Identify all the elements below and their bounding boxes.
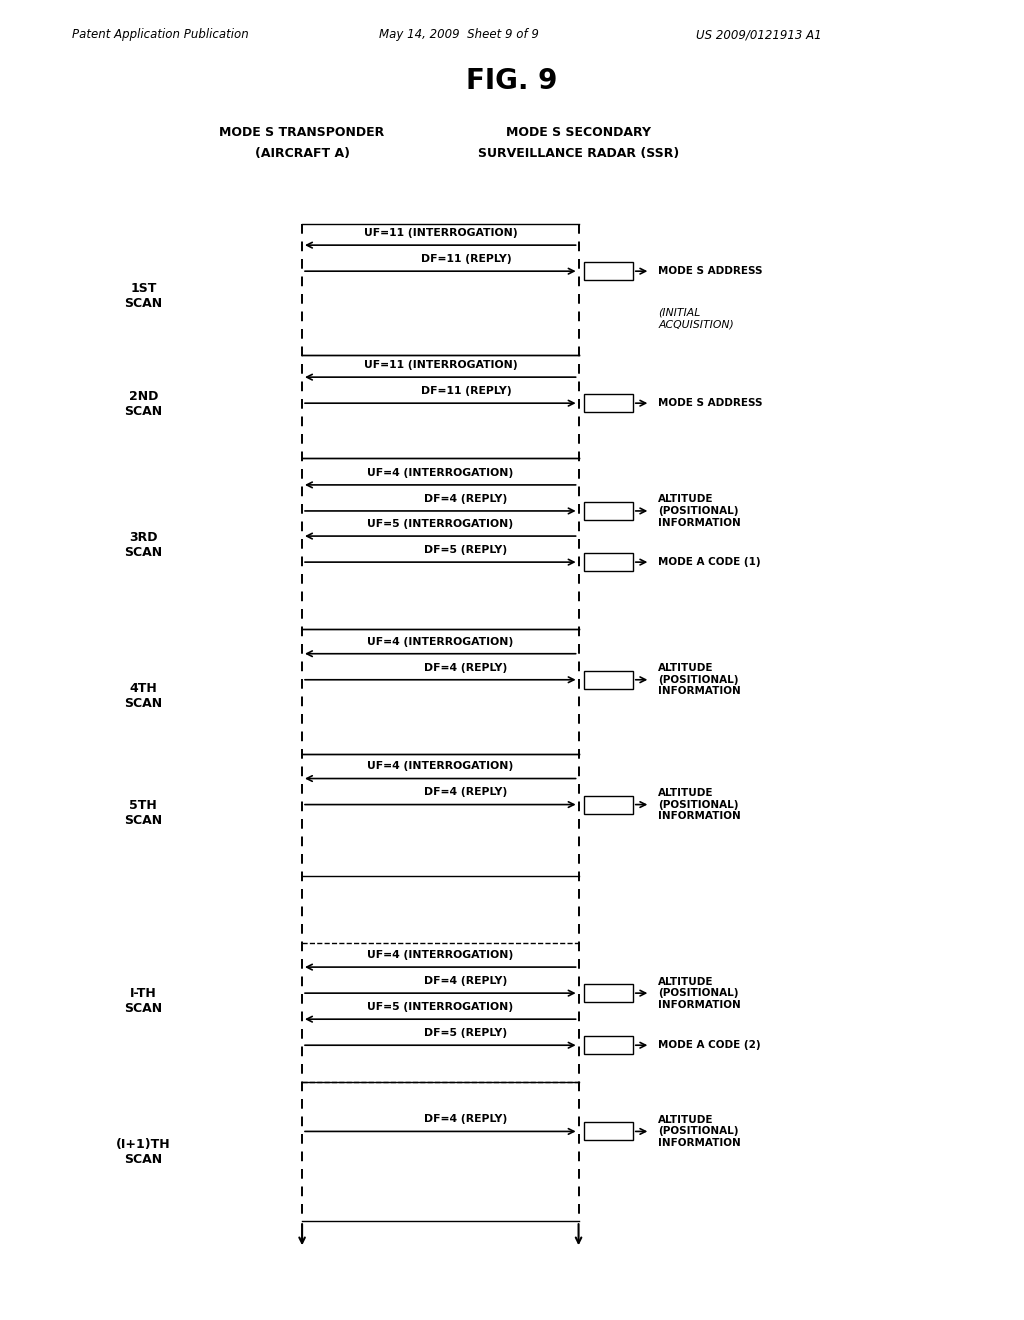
Text: (I+1)TH
SCAN: (I+1)TH SCAN bbox=[116, 1138, 171, 1166]
Text: UF=4 (INTERROGATION): UF=4 (INTERROGATION) bbox=[368, 762, 513, 771]
Text: UF=4 (INTERROGATION): UF=4 (INTERROGATION) bbox=[368, 636, 513, 647]
Text: MODE S ADDRESS: MODE S ADDRESS bbox=[658, 399, 763, 408]
Text: MODE S SECONDARY: MODE S SECONDARY bbox=[506, 127, 651, 139]
Text: I-TH
SCAN: I-TH SCAN bbox=[124, 987, 163, 1015]
Text: UF=4 (INTERROGATION): UF=4 (INTERROGATION) bbox=[368, 950, 513, 960]
Text: DF=4 (REPLY): DF=4 (REPLY) bbox=[424, 663, 508, 673]
Text: DF=4 (REPLY): DF=4 (REPLY) bbox=[424, 494, 508, 504]
Text: MODE S TRANSPONDER: MODE S TRANSPONDER bbox=[219, 127, 385, 139]
Text: 1ST
SCAN: 1ST SCAN bbox=[124, 282, 163, 310]
Text: ALTITUDE
(POSITIONAL)
INFORMATION: ALTITUDE (POSITIONAL) INFORMATION bbox=[658, 977, 741, 1010]
Text: UF=5 (INTERROGATION): UF=5 (INTERROGATION) bbox=[368, 1002, 513, 1012]
Text: 5TH
SCAN: 5TH SCAN bbox=[124, 799, 163, 826]
Text: MODE S ADDRESS: MODE S ADDRESS bbox=[658, 267, 763, 276]
Text: ALTITUDE
(POSITIONAL)
INFORMATION: ALTITUDE (POSITIONAL) INFORMATION bbox=[658, 663, 741, 697]
Bar bbox=[584, 1122, 633, 1140]
Bar bbox=[584, 502, 633, 520]
Text: US 2009/0121913 A1: US 2009/0121913 A1 bbox=[696, 28, 822, 41]
Text: (INITIAL
ACQUISITION): (INITIAL ACQUISITION) bbox=[658, 308, 734, 330]
Text: 3RD
SCAN: 3RD SCAN bbox=[124, 531, 163, 560]
Text: DF=4 (REPLY): DF=4 (REPLY) bbox=[424, 975, 508, 986]
Text: UF=5 (INTERROGATION): UF=5 (INTERROGATION) bbox=[368, 519, 513, 529]
Bar bbox=[584, 263, 633, 280]
Text: DF=5 (REPLY): DF=5 (REPLY) bbox=[424, 1028, 508, 1038]
Text: Patent Application Publication: Patent Application Publication bbox=[72, 28, 249, 41]
Bar bbox=[584, 796, 633, 813]
Text: MODE A CODE (1): MODE A CODE (1) bbox=[658, 557, 761, 568]
Text: FIG. 9: FIG. 9 bbox=[466, 67, 558, 95]
Text: UF=11 (INTERROGATION): UF=11 (INTERROGATION) bbox=[364, 228, 517, 238]
Text: DF=5 (REPLY): DF=5 (REPLY) bbox=[424, 545, 508, 554]
Text: MODE A CODE (2): MODE A CODE (2) bbox=[658, 1040, 761, 1051]
Bar bbox=[584, 553, 633, 572]
Text: SURVEILLANCE RADAR (SSR): SURVEILLANCE RADAR (SSR) bbox=[478, 147, 679, 160]
Text: DF=11 (REPLY): DF=11 (REPLY) bbox=[421, 253, 511, 264]
Text: DF=4 (REPLY): DF=4 (REPLY) bbox=[424, 1114, 508, 1125]
Text: ALTITUDE
(POSITIONAL)
INFORMATION: ALTITUDE (POSITIONAL) INFORMATION bbox=[658, 1115, 741, 1148]
Text: DF=4 (REPLY): DF=4 (REPLY) bbox=[424, 788, 508, 797]
Bar bbox=[584, 395, 633, 412]
Text: ALTITUDE
(POSITIONAL)
INFORMATION: ALTITUDE (POSITIONAL) INFORMATION bbox=[658, 788, 741, 821]
Bar bbox=[584, 671, 633, 689]
Text: (AIRCRAFT A): (AIRCRAFT A) bbox=[255, 147, 349, 160]
Text: UF=11 (INTERROGATION): UF=11 (INTERROGATION) bbox=[364, 360, 517, 370]
Text: ALTITUDE
(POSITIONAL)
INFORMATION: ALTITUDE (POSITIONAL) INFORMATION bbox=[658, 494, 741, 528]
Bar bbox=[584, 1036, 633, 1055]
Bar bbox=[584, 985, 633, 1002]
Text: UF=4 (INTERROGATION): UF=4 (INTERROGATION) bbox=[368, 467, 513, 478]
Text: 4TH
SCAN: 4TH SCAN bbox=[124, 682, 163, 710]
Text: 2ND
SCAN: 2ND SCAN bbox=[124, 391, 163, 418]
Text: May 14, 2009  Sheet 9 of 9: May 14, 2009 Sheet 9 of 9 bbox=[379, 28, 539, 41]
Text: DF=11 (REPLY): DF=11 (REPLY) bbox=[421, 385, 511, 396]
